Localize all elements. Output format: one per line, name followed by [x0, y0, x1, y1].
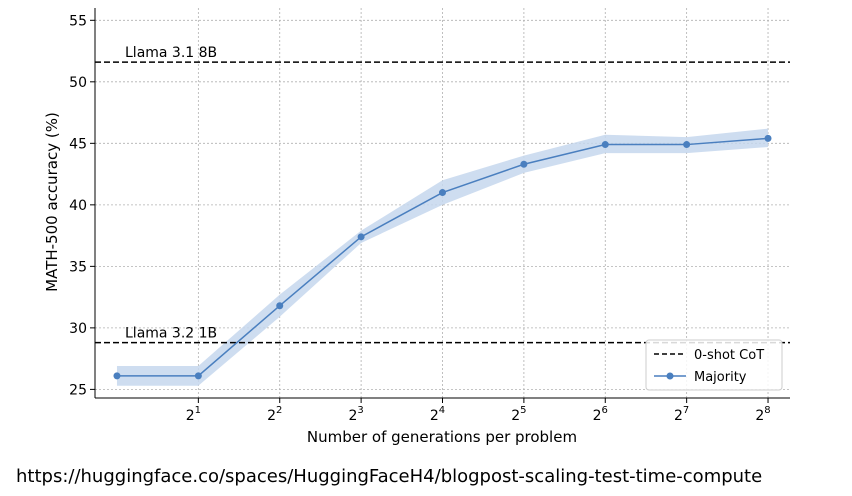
data-point: [683, 141, 691, 149]
y-tick-label: 25: [69, 382, 87, 398]
data-point: [764, 134, 772, 142]
y-tick-label: 30: [69, 321, 87, 337]
x-tick-base: 2: [348, 408, 357, 424]
data-point: [357, 233, 365, 241]
data-point: [194, 372, 202, 380]
x-tick-exponent: 6: [602, 405, 608, 416]
x-tick-exponent: 2: [276, 405, 282, 416]
legend-entry-majority: Majority: [694, 370, 747, 385]
x-tick-base: 2: [755, 408, 764, 424]
x-tick-base: 2: [267, 408, 276, 424]
legend: 0-shot CoT Majority: [645, 339, 783, 391]
data-point: [520, 160, 528, 168]
y-tick-label: 55: [69, 13, 87, 29]
x-tick-exponent: 3: [357, 405, 363, 416]
x-tick-exponent: 5: [520, 405, 526, 416]
y-tick-label: 35: [69, 259, 87, 275]
x-tick-label: 28: [755, 405, 770, 424]
x-tick-label: 23: [348, 405, 363, 424]
legend-marker-majority: [666, 372, 674, 380]
series-lines: [113, 134, 772, 380]
data-point: [276, 302, 284, 310]
x-ticks: 21 22 23 24 25 26 27 28: [186, 398, 771, 424]
legend-frame: [645, 339, 783, 391]
x-tick-label: 25: [511, 405, 526, 424]
source-url: https://huggingface.co/spaces/HuggingFac…: [16, 466, 763, 487]
y-ticks: 25 30 35 40 45 50 55: [69, 13, 95, 398]
data-point: [113, 372, 121, 380]
x-tick-exponent: 1: [195, 405, 201, 416]
reference-line-label: Llama 3.2 1B: [125, 326, 217, 342]
x-tick-label: 27: [674, 405, 689, 424]
y-tick-label: 40: [69, 198, 87, 214]
data-point: [439, 189, 446, 197]
legend-entry-0-shot-cot: 0-shot CoT: [694, 348, 764, 363]
x-tick-label: 21: [186, 405, 201, 424]
x-tick-base: 2: [186, 408, 195, 424]
x-tick-base: 2: [593, 408, 602, 424]
x-tick-label: 26: [593, 405, 608, 424]
x-tick-base: 2: [674, 408, 683, 424]
reference-line-label: Llama 3.1 8B: [125, 45, 217, 61]
y-tick-label: 50: [69, 75, 87, 91]
x-axis-label: Number of generations per problem: [307, 428, 577, 446]
x-tick-label: 22: [267, 405, 282, 424]
x-tick-base: 2: [430, 408, 439, 424]
x-tick-exponent: 8: [764, 405, 770, 416]
y-axis-label: MATH-500 accuracy (%): [43, 112, 61, 292]
data-point: [601, 141, 609, 149]
x-tick-label: 24: [430, 405, 445, 424]
y-tick-label: 45: [69, 136, 87, 152]
reference-lines: Llama 3.1 8B Llama 3.2 1B: [95, 45, 790, 344]
x-tick-exponent: 4: [439, 405, 445, 416]
x-tick-exponent: 7: [683, 405, 689, 416]
x-tick-base: 2: [511, 408, 520, 424]
grid: [95, 8, 790, 398]
